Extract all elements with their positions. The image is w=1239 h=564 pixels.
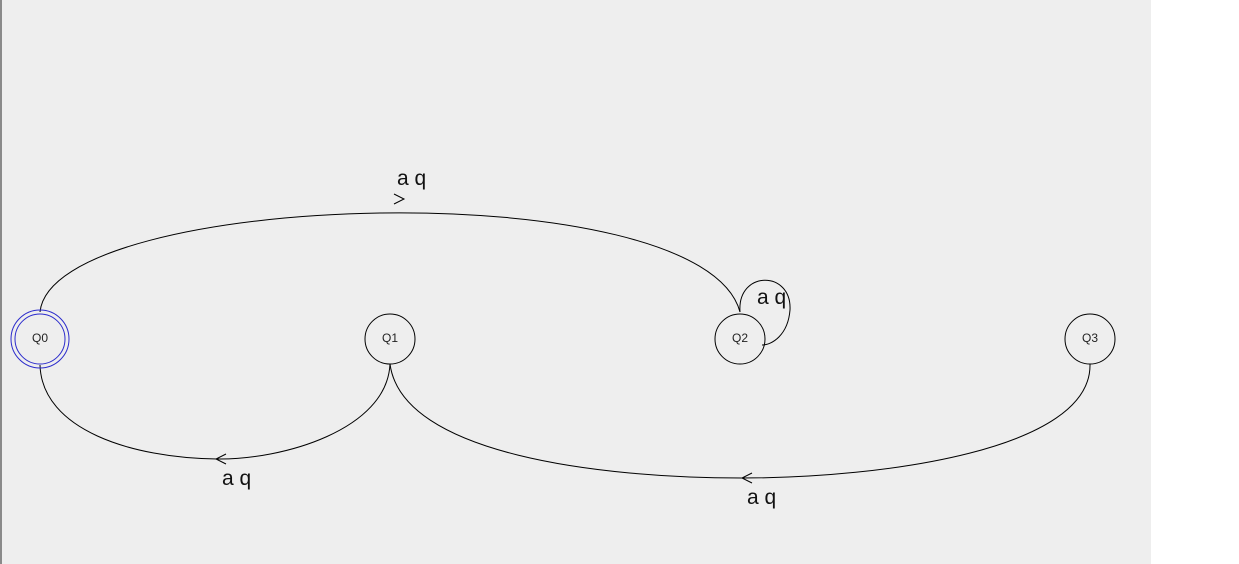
state-q3[interactable]: Q3 <box>1064 313 1116 365</box>
diagram-canvas[interactable]: a q a q a q a q Q0 Q1 Q2 Q3 <box>0 0 1151 564</box>
automaton-diagram: a q a q a q a q Q0 Q1 Q2 Q3 <box>10 167 1116 509</box>
state-q0[interactable]: Q0 <box>10 309 70 369</box>
edge-label-q3-q1: a q <box>747 486 776 509</box>
state-circle-q2 <box>714 313 766 365</box>
edge-q0-q2[interactable] <box>39 212 741 313</box>
edge-label-q1-q0: a q <box>222 467 251 490</box>
state-q1[interactable]: Q1 <box>364 313 416 365</box>
edge-q3-q1[interactable] <box>389 363 1091 479</box>
state-circle-q1 <box>364 313 416 365</box>
accepting-outer-ring <box>10 309 70 369</box>
edge-q1-q0[interactable] <box>39 363 391 460</box>
arrowhead-q3-q1 <box>740 472 753 484</box>
state-label-q3: Q3 <box>1082 331 1098 345</box>
edge-label-q2-q2: a q <box>757 286 786 309</box>
edge-label-q0-q2: a q <box>397 167 426 190</box>
state-label-q2: Q2 <box>732 331 748 345</box>
state-q2[interactable]: Q2 <box>714 313 766 365</box>
arrowhead-q1-q0 <box>214 453 227 465</box>
accepting-inner-ring <box>14 313 66 365</box>
state-label-q0: Q0 <box>32 331 48 345</box>
edge-q2-self-loop[interactable] <box>739 279 791 346</box>
arrowhead-q0-q2 <box>393 193 406 205</box>
state-label-q1: Q1 <box>382 331 398 345</box>
state-circle-q3 <box>1064 313 1116 365</box>
